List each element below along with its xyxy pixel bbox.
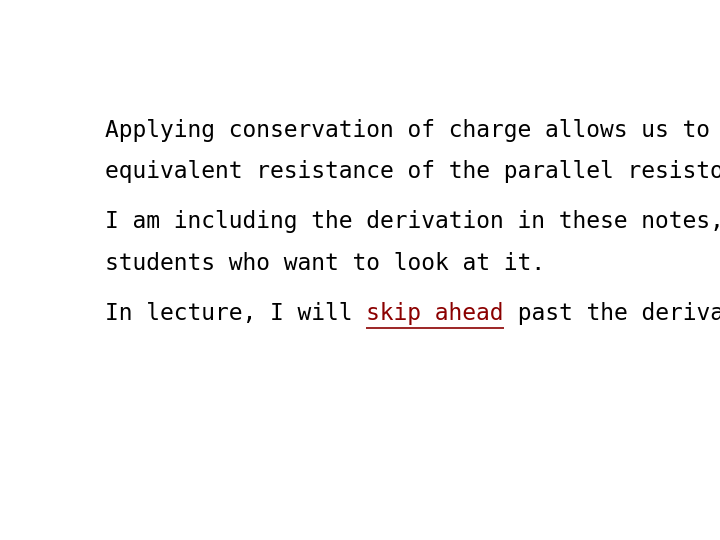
Text: past the derivation.: past the derivation. [504, 302, 720, 325]
Text: equivalent resistance of the parallel resistors.: equivalent resistance of the parallel re… [105, 160, 720, 184]
Text: students who want to look at it.: students who want to look at it. [105, 252, 545, 275]
Text: In lecture, I will: In lecture, I will [105, 302, 366, 325]
Text: Applying conservation of charge allows us to calculate the: Applying conservation of charge allows u… [105, 119, 720, 142]
Text: skip ahead: skip ahead [366, 302, 504, 325]
Text: I am including the derivation in these notes, for the benefit of: I am including the derivation in these n… [105, 210, 720, 233]
